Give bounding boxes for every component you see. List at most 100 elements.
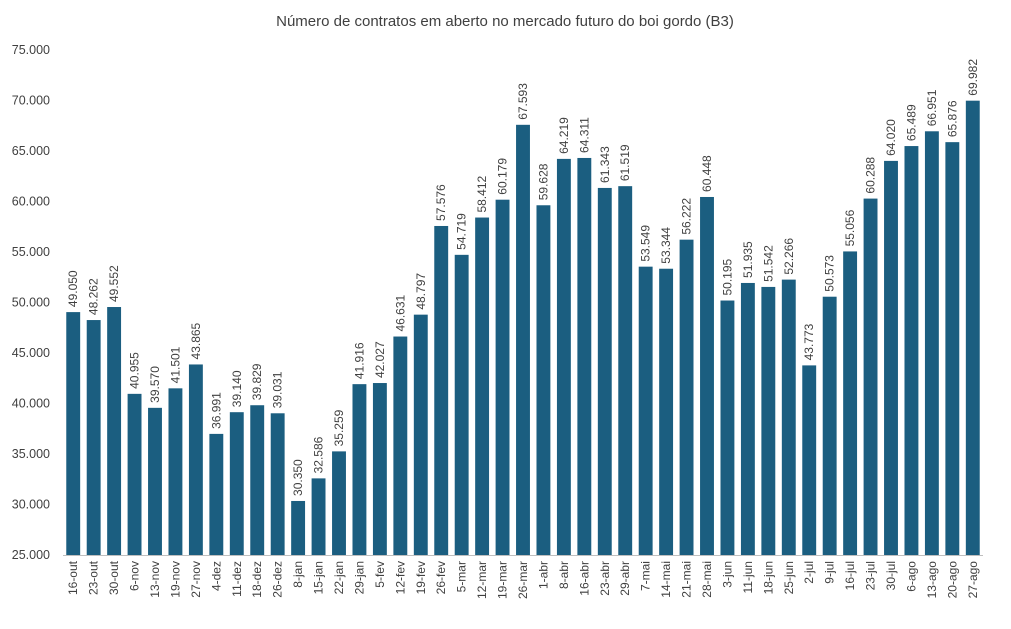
data-label: 64.020 bbox=[884, 119, 898, 156]
bar bbox=[740, 282, 755, 555]
x-tick-label: 23-jul bbox=[864, 561, 878, 590]
bar bbox=[884, 160, 898, 555]
data-label: 42.027 bbox=[373, 341, 387, 378]
y-tick-label: 35.000 bbox=[12, 447, 50, 461]
y-tick-label: 65.000 bbox=[12, 144, 50, 158]
bar bbox=[597, 187, 612, 555]
x-tick-label: 27-nov bbox=[189, 561, 203, 598]
x-tick-label: 12-mar bbox=[475, 561, 489, 599]
bar bbox=[311, 478, 326, 555]
data-labels-group: 49.050 48.262 49.552 40.955 39.570 41.501 43.8… bbox=[66, 59, 980, 496]
bar bbox=[127, 393, 142, 555]
data-label: 65.876 bbox=[945, 100, 959, 137]
bar bbox=[904, 146, 919, 555]
bar bbox=[863, 198, 878, 555]
x-tick-label: 26-mar bbox=[516, 561, 530, 599]
bar bbox=[924, 131, 939, 556]
data-label: 51.542 bbox=[761, 245, 775, 282]
data-label: 60.288 bbox=[864, 157, 878, 194]
x-tick-label: 12-fev bbox=[393, 561, 407, 594]
x-tick-label: 19-fev bbox=[414, 561, 428, 594]
x-tick-label: 26-dez bbox=[271, 561, 285, 598]
x-tick-label: 5-mar bbox=[455, 561, 469, 592]
bar bbox=[413, 314, 428, 555]
x-tick-label: 11-jun bbox=[741, 561, 755, 593]
x-tick-label: 8-jan bbox=[291, 561, 305, 588]
data-label: 43.865 bbox=[189, 322, 203, 359]
bar bbox=[291, 500, 306, 555]
data-label: 36.991 bbox=[209, 392, 223, 429]
data-label: 49.552 bbox=[107, 265, 121, 302]
bar bbox=[638, 266, 653, 555]
x-tick-label: 7-mai bbox=[639, 561, 653, 591]
bar bbox=[822, 296, 837, 555]
x-tick-label: 15-jan bbox=[312, 561, 326, 594]
x-tick-label: 14-mai bbox=[659, 561, 673, 598]
y-tick-label: 50.000 bbox=[12, 296, 50, 310]
x-tick-label: 1-abr bbox=[536, 561, 550, 589]
y-tick-label: 70.000 bbox=[12, 94, 50, 108]
bar bbox=[188, 364, 203, 555]
bar bbox=[536, 205, 551, 555]
data-label: 39.570 bbox=[148, 366, 162, 403]
bar bbox=[618, 186, 633, 555]
data-label: 40.955 bbox=[128, 352, 142, 389]
bars-group bbox=[66, 100, 980, 556]
x-tick-label: 16-out bbox=[66, 560, 80, 595]
x-tick-label: 30-out bbox=[107, 560, 121, 595]
y-tick-label: 45.000 bbox=[12, 346, 50, 360]
bar bbox=[148, 407, 162, 555]
bar bbox=[229, 412, 244, 555]
x-tick-label: 22-jan bbox=[332, 561, 346, 594]
data-label: 58.412 bbox=[475, 176, 489, 213]
bar bbox=[659, 268, 674, 555]
data-label: 53.344 bbox=[659, 227, 673, 264]
data-label: 41.916 bbox=[352, 342, 366, 379]
x-tick-label: 26-fev bbox=[434, 561, 448, 594]
data-label: 54.719 bbox=[455, 213, 469, 250]
data-label: 60.179 bbox=[496, 158, 510, 195]
bar bbox=[475, 217, 490, 556]
bar bbox=[802, 365, 817, 555]
bar bbox=[965, 100, 980, 556]
y-tick-label: 25.000 bbox=[12, 548, 50, 562]
x-tick-label: 4-dez bbox=[209, 561, 223, 591]
bar bbox=[679, 239, 694, 555]
data-label: 61.519 bbox=[618, 144, 632, 181]
bar bbox=[761, 286, 776, 555]
data-label: 48.262 bbox=[87, 278, 101, 315]
x-tick-label: 27-ago bbox=[966, 561, 980, 599]
bar bbox=[556, 158, 571, 555]
x-tick-label: 13-nov bbox=[148, 561, 162, 598]
y-axis: 25.000 30.000 35.000 40.000 45.000 50.000 55.0… bbox=[12, 43, 50, 562]
bar bbox=[352, 384, 367, 555]
x-tick-label: 6-nov bbox=[128, 561, 142, 591]
x-tick-label: 23-out bbox=[87, 560, 101, 595]
y-tick-label: 40.000 bbox=[12, 397, 50, 411]
data-label: 53.549 bbox=[639, 225, 653, 262]
bar bbox=[434, 225, 449, 556]
data-label: 64.219 bbox=[557, 117, 571, 154]
bar bbox=[700, 196, 714, 556]
x-tick-label: 13-ago bbox=[925, 561, 939, 599]
x-tick-label: 6-ago bbox=[904, 561, 918, 592]
x-tick-label: 16-jul bbox=[843, 561, 857, 590]
x-tick-label: 30-jul bbox=[884, 561, 898, 590]
data-label: 39.829 bbox=[250, 363, 264, 400]
data-label: 43.773 bbox=[802, 323, 816, 360]
data-label: 30.350 bbox=[291, 459, 305, 496]
bar bbox=[168, 388, 183, 555]
x-tick-label: 16-abr bbox=[577, 561, 591, 596]
data-label: 66.951 bbox=[925, 89, 939, 126]
x-tick-label: 19-nov bbox=[168, 561, 182, 598]
chart-title: Número de contratos em aberto no mercado… bbox=[276, 13, 734, 30]
data-label: 59.628 bbox=[536, 163, 550, 200]
x-tick-label: 25-jun bbox=[782, 561, 796, 594]
data-label: 32.586 bbox=[312, 436, 326, 473]
x-tick-label: 19-mar bbox=[496, 561, 510, 599]
x-tick-label: 29-jan bbox=[352, 561, 366, 594]
x-tick-label: 23-abr bbox=[598, 561, 612, 596]
bar bbox=[393, 336, 408, 555]
